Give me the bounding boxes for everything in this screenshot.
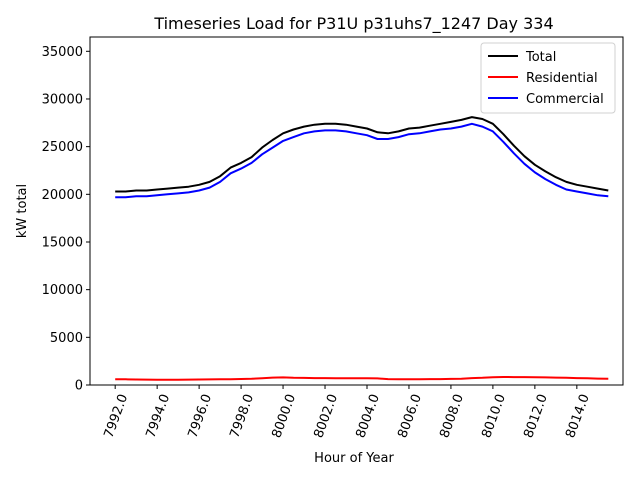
series-line-residential: [115, 376, 609, 381]
x-tick-label: 7996.0: [185, 392, 215, 440]
legend-label-residential: Residential: [526, 71, 598, 86]
x-tick-label: 8006.0: [395, 392, 425, 440]
legend: Total Residential Commercial: [480, 42, 616, 114]
chart-title: Timeseries Load for P31U p31uhs7_1247 Da…: [153, 14, 553, 34]
x-tick-label: 8002.0: [311, 392, 341, 440]
y-tick-label: 20000: [42, 188, 83, 203]
x-axis: 7992.0 7994.0 7996.0 7998.0 8000.0 8002.0 8004…: [102, 385, 593, 440]
x-tick-label: 7992.0: [102, 392, 132, 440]
x-tick-label: 7994.0: [144, 392, 174, 440]
x-tick-label: 8014.0: [563, 392, 593, 440]
x-tick-label: 8000.0: [269, 392, 299, 440]
series-line-total: [115, 116, 609, 193]
x-tick-label: 8004.0: [353, 392, 383, 440]
x-tick-label: 8010.0: [479, 392, 509, 440]
y-tick-label: 25000: [42, 140, 83, 155]
y-tick-label: 30000: [42, 92, 83, 107]
legend-label-commercial: Commercial: [526, 92, 604, 107]
plot-border: [89, 36, 624, 386]
y-tick-label: 5000: [50, 331, 83, 346]
x-axis-label: Hour of Year: [314, 451, 394, 466]
x-tick-label: 7998.0: [227, 392, 257, 440]
x-tick-label: 8008.0: [437, 392, 467, 440]
series-line-commercial: [115, 122, 609, 199]
y-axis: 0 5000 10000 15000 20000 25000 30000 35000: [42, 45, 90, 394]
y-axis-label: kW total: [15, 184, 30, 238]
legend-box: [480, 42, 616, 114]
y-tick-label: 15000: [42, 235, 83, 250]
y-tick-label: 10000: [42, 283, 83, 298]
y-tick-label: 35000: [42, 45, 83, 60]
x-tick-label: 8012.0: [521, 392, 551, 440]
legend-label-total: Total: [525, 50, 556, 65]
series-layer: [115, 116, 609, 381]
y-tick-label: 0: [75, 379, 83, 394]
